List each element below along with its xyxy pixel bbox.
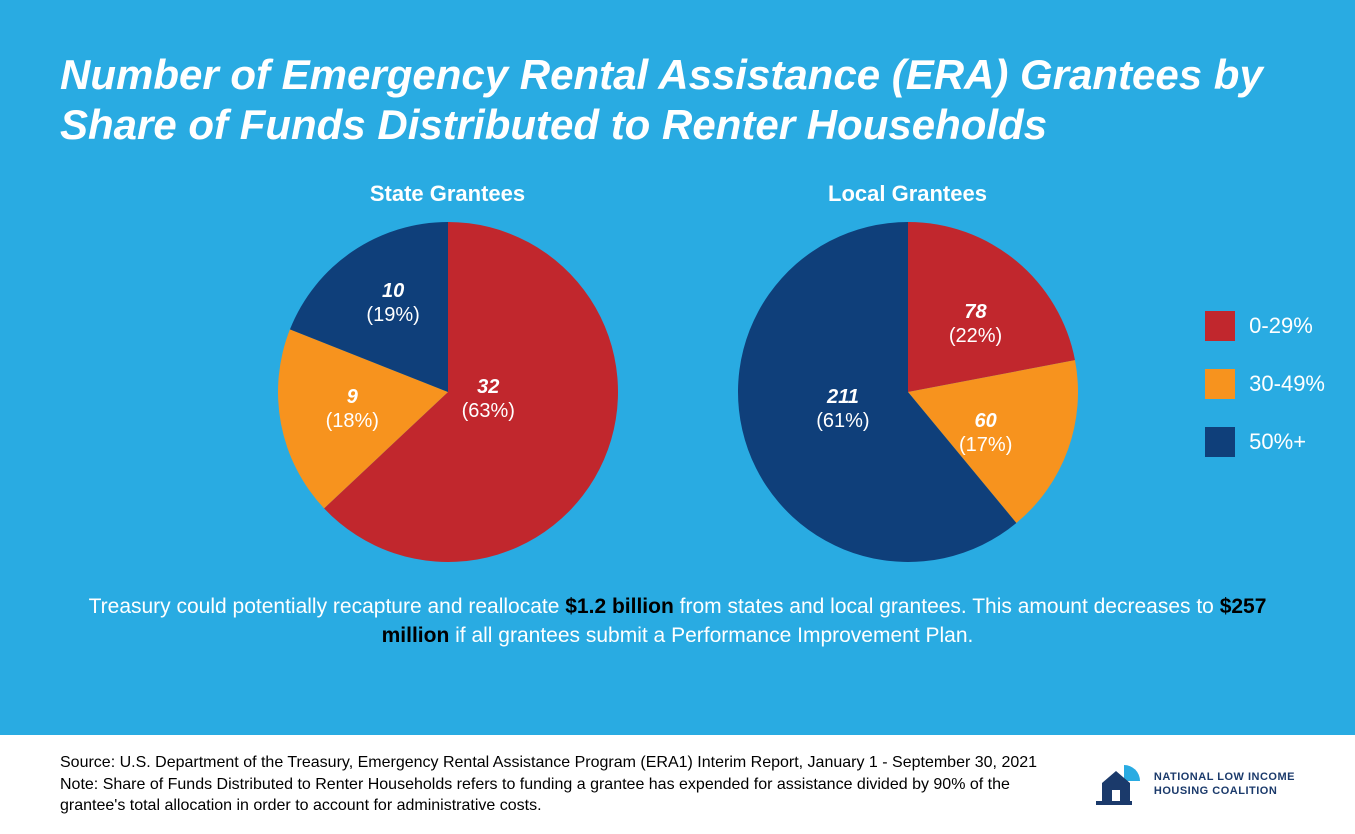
source-line2: Note: Share of Funds Distributed to Rent… <box>60 774 1060 817</box>
footnote-bold1: $1.2 billion <box>565 595 674 618</box>
source-note: Source: U.S. Department of the Treasury,… <box>60 752 1060 817</box>
nlihc-logo: NATIONAL LOW INCOME HOUSING COALITION <box>1094 763 1295 807</box>
legend-item: 50%+ <box>1205 427 1325 457</box>
pie-wrapper: 78(22%) 60(17%) 211(61%) <box>738 222 1078 562</box>
legend-swatch <box>1205 427 1235 457</box>
footnote: Treasury could potentially recapture and… <box>60 592 1295 651</box>
bottom-panel: Source: U.S. Department of the Treasury,… <box>0 735 1355 834</box>
chart-title: State Grantees <box>370 181 525 207</box>
pie-slice-label: 211(61%) <box>816 385 869 433</box>
main-panel: Number of Emergency Rental Assistance (E… <box>0 0 1355 735</box>
pie-slice-label: 60(17%) <box>959 409 1012 457</box>
legend-label: 50%+ <box>1249 429 1306 455</box>
footnote-prefix: Treasury could potentially recapture and… <box>89 595 566 618</box>
footnote-mid: from states and local grantees. This amo… <box>674 595 1220 618</box>
legend-swatch <box>1205 369 1235 399</box>
logo-text: NATIONAL LOW INCOME HOUSING COALITION <box>1154 771 1295 797</box>
charts-container: State Grantees 32(63%) 9(18%) 10(19%) Local … <box>60 181 1295 562</box>
legend-swatch <box>1205 311 1235 341</box>
pie-wrapper: 32(63%) 9(18%) 10(19%) <box>278 222 618 562</box>
footnote-suffix: if all grantees submit a Performance Imp… <box>449 624 973 647</box>
pie-slice-label: 78(22%) <box>949 300 1002 348</box>
chart-block: State Grantees 32(63%) 9(18%) 10(19%) <box>278 181 618 562</box>
legend-label: 30-49% <box>1249 371 1325 397</box>
source-line1: Source: U.S. Department of the Treasury,… <box>60 752 1060 774</box>
legend-item: 30-49% <box>1205 369 1325 399</box>
legend-item: 0-29% <box>1205 311 1325 341</box>
page-title: Number of Emergency Rental Assistance (E… <box>60 50 1295 151</box>
legend: 0-29% 30-49% 50%+ <box>1205 311 1325 457</box>
logo-line2: HOUSING COALITION <box>1154 785 1295 798</box>
logo-line1: NATIONAL LOW INCOME <box>1154 771 1295 784</box>
chart-block: Local Grantees 78(22%) 60(17%) 211(61%) <box>738 181 1078 562</box>
pie-chart <box>738 222 1078 562</box>
pie-slice-label: 9(18%) <box>326 385 379 433</box>
legend-label: 0-29% <box>1249 313 1313 339</box>
pie-slice-label: 10(19%) <box>366 279 419 327</box>
chart-title: Local Grantees <box>828 181 987 207</box>
house-icon <box>1094 763 1144 807</box>
pie-slice-label: 32(63%) <box>462 375 515 423</box>
